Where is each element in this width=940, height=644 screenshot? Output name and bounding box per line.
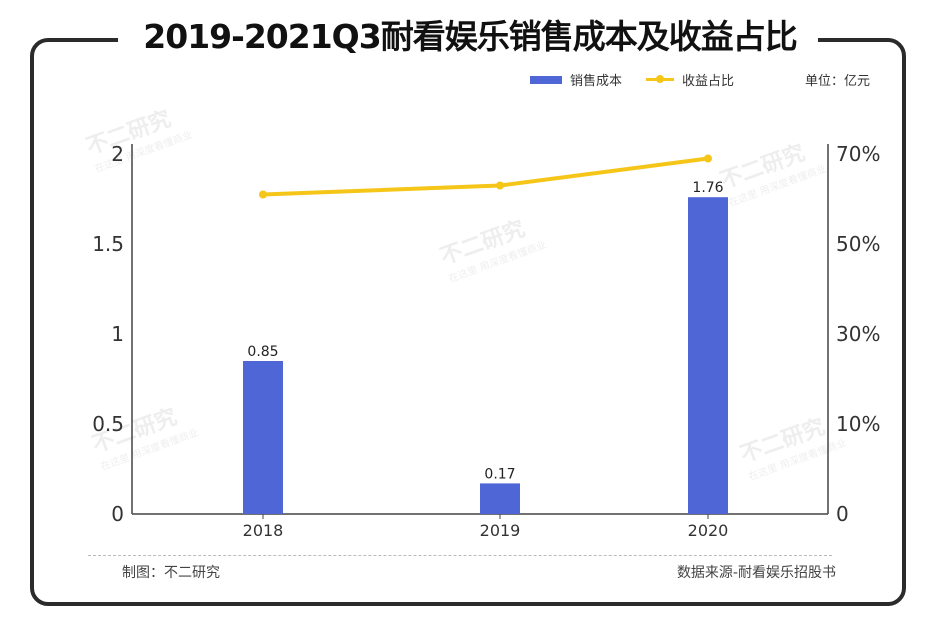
legend-line-swatch xyxy=(646,75,674,83)
footer-divider xyxy=(88,555,832,556)
y-left-tick-label: 2 xyxy=(111,142,124,166)
y-left-tick-label: 0 xyxy=(111,502,124,526)
y-right-tick-label: 70% xyxy=(836,142,880,166)
y-right-tick-label: 0 xyxy=(836,502,849,526)
bar xyxy=(688,197,728,514)
legend-bar-swatch xyxy=(530,75,562,84)
x-tick-label: 2019 xyxy=(480,521,521,540)
bar-data-label: 1.76 xyxy=(692,180,723,196)
y-left-tick-label: 1.5 xyxy=(92,232,124,256)
y-right-tick-label: 10% xyxy=(836,412,880,436)
unit-label: 单位：亿元 xyxy=(804,74,870,89)
bar xyxy=(243,361,283,514)
bar-data-label: 0.85 xyxy=(247,344,278,360)
legend: 销售成本 收益占比 单位：亿元 xyxy=(530,70,870,90)
line-point xyxy=(496,181,504,190)
bar xyxy=(480,483,520,514)
chart-title: 2019-2021Q3耐看娱乐销售成本及收益占比 xyxy=(143,17,797,56)
chart-credit: 制图：不二研究 xyxy=(122,565,220,581)
bar-data-label: 0.17 xyxy=(484,466,515,482)
legend-item-bar: 销售成本 xyxy=(530,70,622,89)
title-background xyxy=(118,14,818,64)
y-left-tick-label: 1 xyxy=(111,322,124,346)
y-right-tick-label: 50% xyxy=(836,232,880,256)
x-tick-label: 2020 xyxy=(688,521,729,540)
line-point xyxy=(704,154,712,163)
data-source: 数据来源-耐看娱乐招股书 xyxy=(676,565,836,581)
line-point xyxy=(259,190,267,199)
legend-bar-label: 销售成本 xyxy=(570,74,623,89)
y-left-tick-label: 0.5 xyxy=(92,412,124,436)
x-tick-label: 2018 xyxy=(243,521,284,540)
y-right-tick-label: 30% xyxy=(836,322,880,346)
legend-item-line: 收益占比 xyxy=(646,70,734,89)
line-series xyxy=(262,156,709,197)
legend-line-label: 收益占比 xyxy=(682,74,735,89)
